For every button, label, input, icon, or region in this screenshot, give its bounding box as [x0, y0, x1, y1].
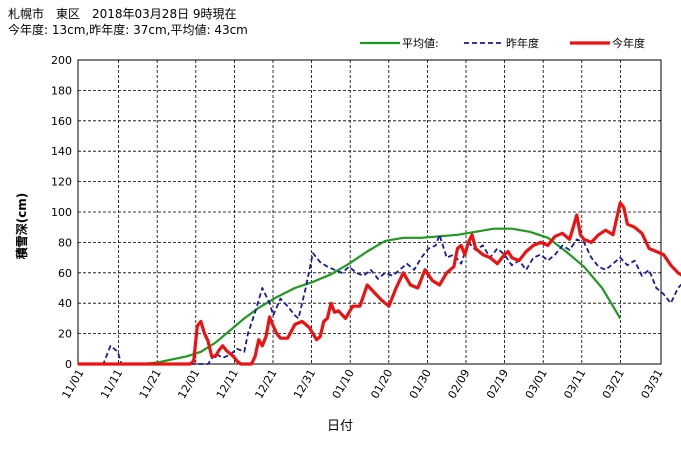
- x-tick-label: 01/30: [407, 367, 434, 401]
- x-tick-label: 12/31: [291, 367, 318, 401]
- x-tick-label: 02/19: [484, 367, 511, 401]
- y-tick-label: 140: [51, 145, 72, 158]
- y-tick-label: 20: [58, 328, 72, 341]
- x-tick-label: 03/21: [600, 367, 627, 401]
- series-line-this_year: [78, 201, 681, 366]
- x-tick-label: 12/01: [175, 367, 202, 401]
- chart-subtitle: 今年度: 13cm,昨年度: 37cm,平均値: 43cm: [8, 23, 248, 37]
- x-tick-label: 11/11: [98, 367, 125, 401]
- x-tick-label: 01/10: [330, 367, 357, 401]
- y-tick-label: 40: [58, 297, 72, 310]
- x-tick-label: 02/09: [445, 367, 472, 401]
- legend-label-this_year: 今年度: [612, 36, 645, 50]
- legend: 平均値: 昨年度 今年度: [360, 36, 645, 50]
- grid-lines: [78, 60, 661, 364]
- legend-label-last_year: 昨年度: [506, 36, 539, 50]
- series-line-last_year: [78, 233, 681, 365]
- y-tick-label: 100: [51, 206, 72, 219]
- series-line-average: [78, 227, 622, 366]
- y-tick-label: 160: [51, 115, 72, 128]
- y-tick-label: 180: [51, 84, 72, 97]
- chart-title: 札幌市 東区 2018年03月28日 9時現在: [8, 7, 237, 21]
- x-tick-label: 03/11: [561, 367, 588, 401]
- x-tick-label: 11/01: [59, 367, 86, 401]
- x-axis-ticks: 11/01 11/11 11/21 12/01 12/11 12/21 12/31 01/10…: [59, 367, 665, 401]
- x-axis-label: 日付: [327, 419, 353, 434]
- chart-header: 札幌市 東区 2018年03月28日 9時現在 今年度: 13cm,昨年度: 3…: [8, 6, 248, 38]
- y-tick-label: 200: [51, 54, 72, 67]
- y-axis-label: 積雪深(cm): [14, 193, 29, 261]
- y-tick-label: 60: [58, 267, 72, 280]
- y-axis-ticks: 0 20 40 60 80 100 120 140 160 180 200: [51, 54, 72, 371]
- y-tick-label: 120: [51, 176, 72, 189]
- legend-label-average: 平均値:: [402, 37, 439, 50]
- x-tick-label: 11/21: [137, 367, 164, 401]
- x-tick-label: 03/01: [523, 367, 550, 401]
- y-tick-label: 0: [65, 358, 72, 371]
- x-tick-label: 12/21: [252, 367, 279, 401]
- series-lines: [78, 201, 681, 366]
- x-tick-label: 01/20: [368, 367, 395, 401]
- x-tick-label: 03/31: [638, 367, 665, 401]
- y-tick-label: 80: [58, 236, 72, 249]
- x-tick-label: 12/11: [214, 367, 241, 401]
